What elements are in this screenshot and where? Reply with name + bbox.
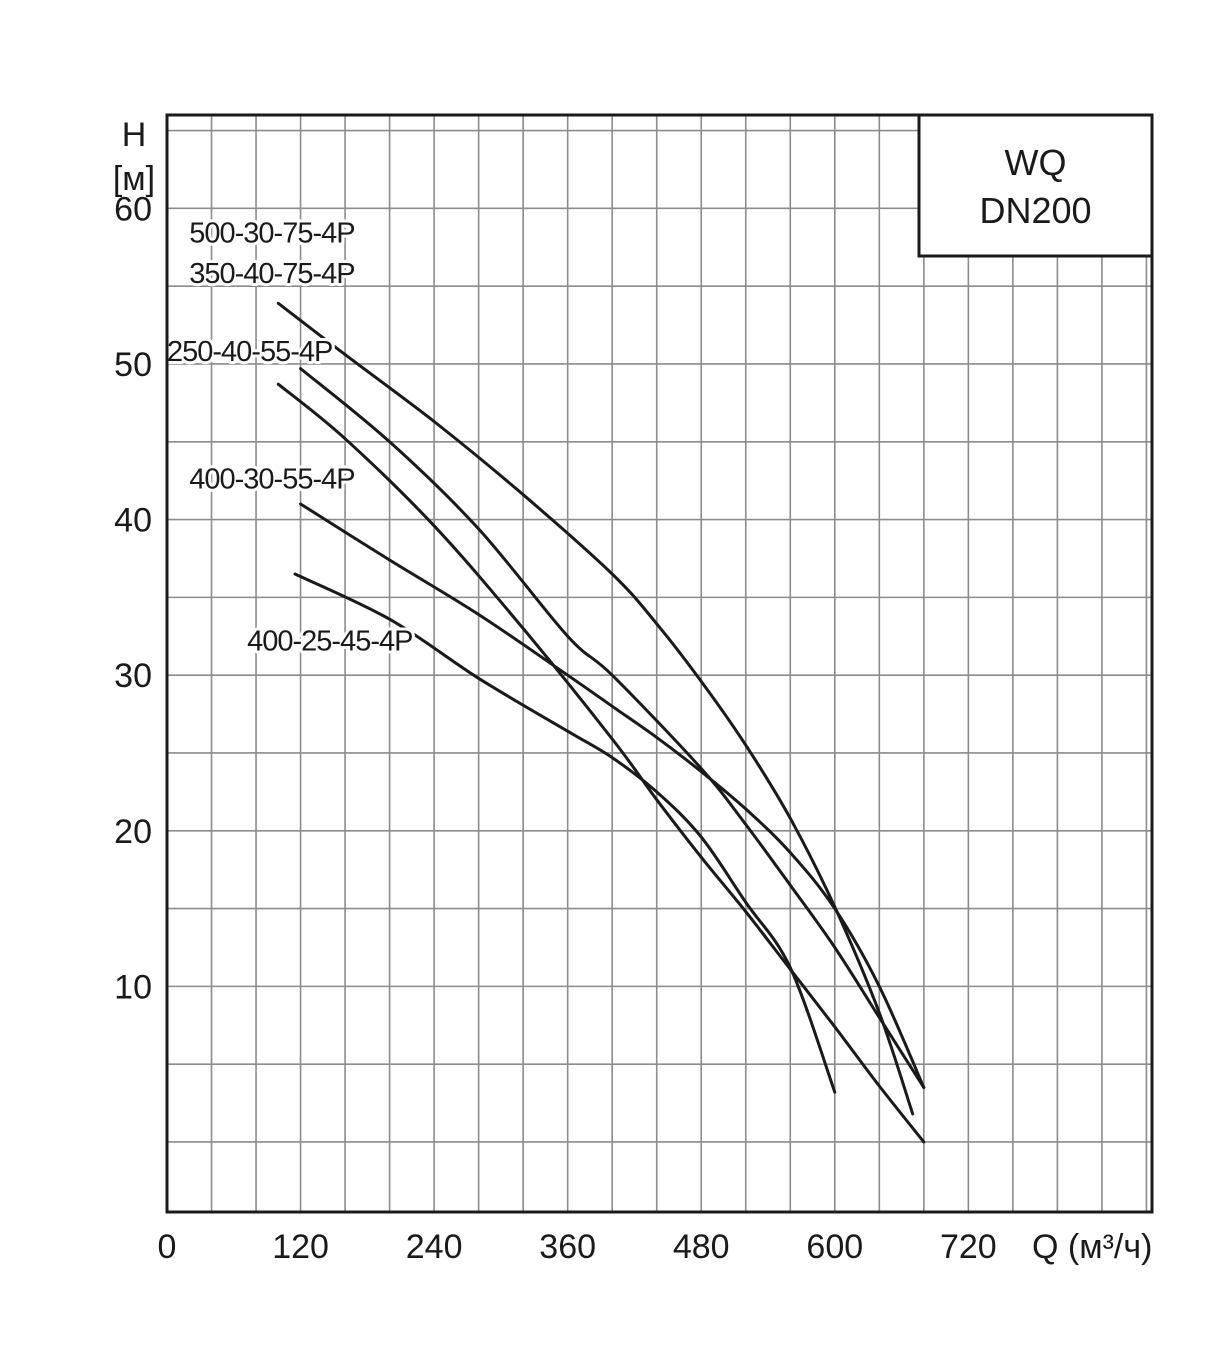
x-tick-label: 120 [272, 1228, 329, 1266]
series-line-400-30-55-4P [299, 502, 926, 1089]
x-tick-label: 0 [158, 1228, 177, 1266]
x-tick-label: 600 [806, 1228, 863, 1266]
x-tick-label: 480 [673, 1228, 730, 1266]
y-tick-label: 30 [114, 657, 152, 695]
x-tick-label: 240 [406, 1228, 463, 1266]
grid-layer [167, 115, 1152, 1212]
series-line-500-30-75-4P [276, 301, 915, 1116]
series-line-400-25-45-4P [293, 572, 837, 1094]
curve-label: 500-30-75-4P [189, 218, 354, 250]
badge-box [917, 113, 1154, 258]
series-line-250-40-55-4P [276, 382, 926, 1144]
x-tick-label: 720 [940, 1228, 997, 1266]
x-tick-label: 360 [539, 1228, 596, 1266]
legend-badge: WQ DN200 [917, 113, 1154, 258]
curve-label: 400-30-55-4P [189, 463, 354, 495]
series-line-350-40-75-4P [299, 367, 926, 1089]
label-layer: 500-30-75-4P 350-40-75-4P 250-40-55-4P 400-… [164, 215, 416, 661]
y-tick-label: 40 [114, 502, 152, 540]
badge-line-1: WQ [1005, 142, 1067, 183]
curve-layer [276, 301, 926, 1144]
curve-label: 250-40-55-4P [167, 336, 332, 368]
curve-label: 350-40-75-4P [189, 258, 354, 290]
y-tick-label: 60 [114, 190, 152, 228]
y-axis-title-line-1: H [122, 116, 147, 154]
badge-line-2: DN200 [979, 190, 1091, 231]
curve-label: 400-25-45-4P [247, 625, 412, 657]
y-tick-label: 20 [114, 813, 152, 851]
y-tick-label: 50 [114, 346, 152, 384]
x-axis-title: Q (м³/ч) [1032, 1228, 1152, 1266]
y-axis-title-line-2: [м] [113, 160, 155, 198]
y-tick-label: 10 [114, 968, 152, 1006]
plot-frame [165, 113, 1154, 1214]
